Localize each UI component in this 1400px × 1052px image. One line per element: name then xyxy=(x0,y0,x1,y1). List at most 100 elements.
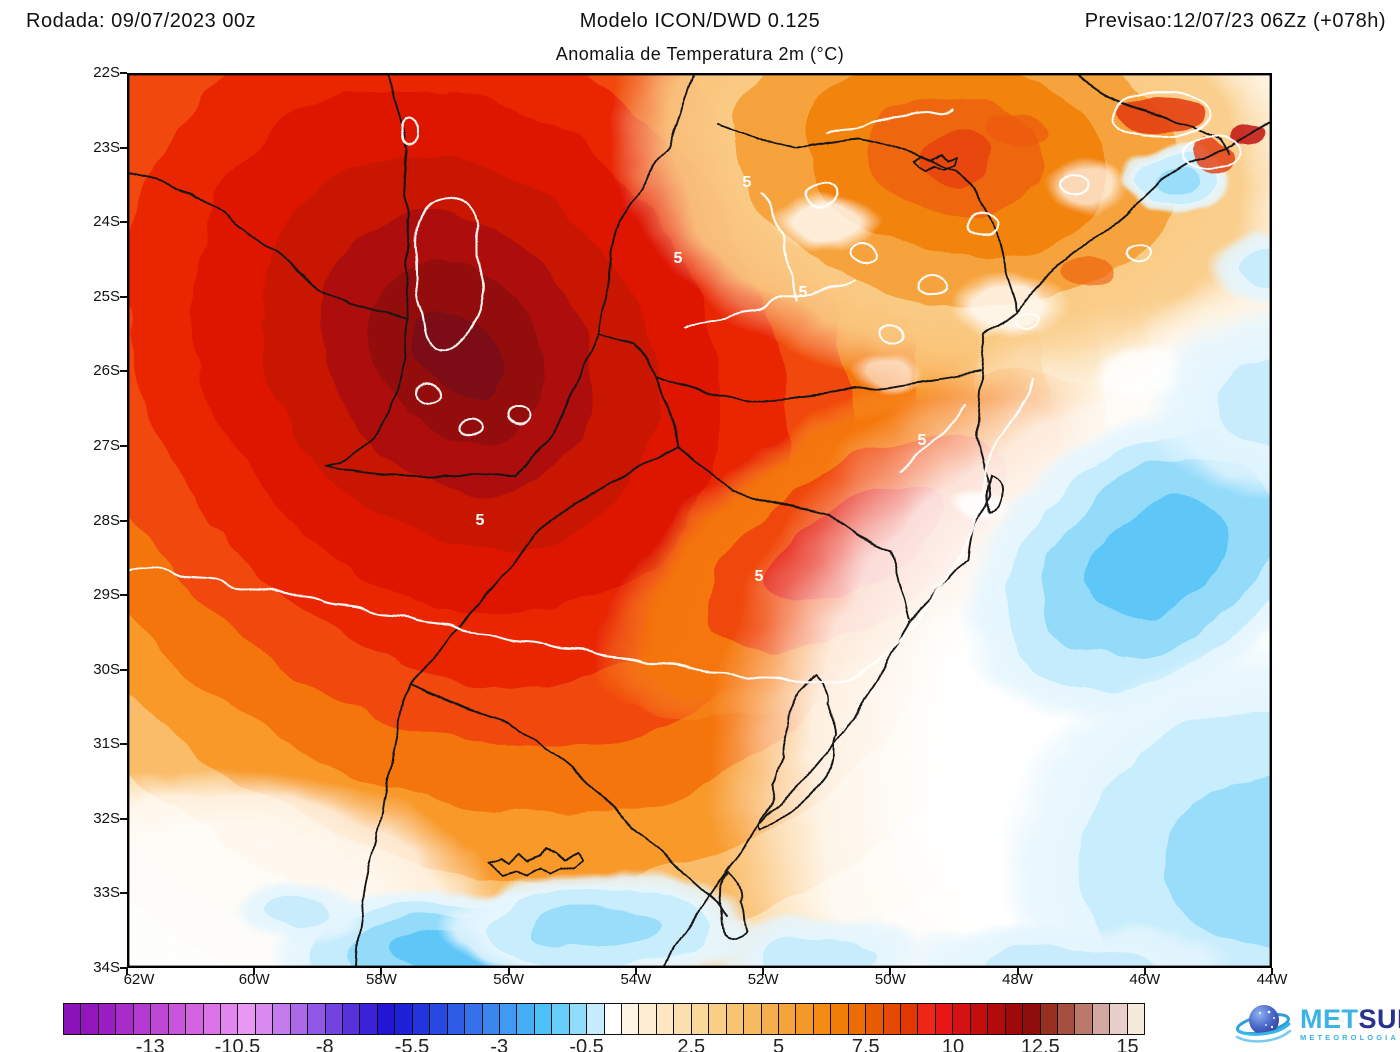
contour-label-5: 5 xyxy=(799,284,808,301)
lat-tick xyxy=(120,295,127,298)
colorbar-cell xyxy=(1023,1004,1041,1034)
lat-tick xyxy=(120,519,127,522)
metsul-logo: METSUL METEOROLOGIA xyxy=(1234,998,1400,1050)
lat-label: 31S xyxy=(93,735,120,753)
lat-label: 33S xyxy=(93,884,120,902)
lat-tick xyxy=(120,370,127,373)
lat-label: 24S xyxy=(93,213,120,231)
lat-tick xyxy=(120,817,127,820)
logo-sul-text: SUL xyxy=(1358,1004,1400,1034)
colorbar-tick-label: 2.5 xyxy=(677,1036,706,1052)
run-timestamp: Rodada: 09/07/2023 00z xyxy=(26,10,257,32)
lon-label: 56W xyxy=(493,971,525,988)
lon-label: 62W xyxy=(123,971,155,988)
lat-label: 25S xyxy=(93,287,120,305)
colorbar-cell xyxy=(1005,1004,1024,1034)
lat-label: 30S xyxy=(93,660,120,678)
lat-tick xyxy=(120,444,127,447)
colorbar-cell xyxy=(186,1004,204,1034)
colorbar-cell xyxy=(64,1004,82,1034)
logo-subtitle: METEOROLOGIA xyxy=(1300,1033,1399,1042)
contour-label-5: 5 xyxy=(755,568,764,585)
colorbar-cell xyxy=(1075,1004,1093,1034)
contour-label-5: 5 xyxy=(918,432,927,449)
lon-label: 50W xyxy=(874,971,906,988)
metsul-planet-icon xyxy=(1235,1005,1292,1043)
colorbar-cell xyxy=(622,1004,640,1034)
colorbar-cell xyxy=(308,1004,326,1034)
contour-value-labels: 5 5 5 5 5 5 xyxy=(476,174,927,585)
colorbar-cell xyxy=(534,1004,553,1034)
contour-label-5: 5 xyxy=(476,512,485,529)
colorbar-cell xyxy=(325,1004,343,1034)
sp-reservoir xyxy=(914,153,959,172)
colorbar-tick-label: 10 xyxy=(941,1036,965,1052)
lat-tick xyxy=(120,967,127,969)
lon-label: 54W xyxy=(620,971,652,988)
lat-label: 28S xyxy=(93,511,120,529)
colorbar-tick-label: -0.5 xyxy=(569,1036,604,1052)
lat-tick xyxy=(120,892,127,895)
colorbar-cell xyxy=(290,1004,309,1034)
border-sp-rj xyxy=(1076,73,1228,156)
colorbar-cell xyxy=(831,1004,849,1034)
colorbar-cell xyxy=(901,1004,919,1034)
colorbar-cell xyxy=(430,1004,448,1034)
lon-tick xyxy=(634,968,637,975)
coastline xyxy=(663,118,1272,968)
colorbar-cell xyxy=(709,1004,727,1034)
colorbar-tick-label: -13 xyxy=(135,1036,165,1052)
colorbar-cell xyxy=(465,1004,483,1034)
colorbar-cell xyxy=(918,1004,936,1034)
lat-tick xyxy=(120,594,127,597)
lat-tick xyxy=(120,668,127,671)
colorbar-tick-label: 5 xyxy=(772,1036,785,1052)
lat-label: 29S xyxy=(93,586,120,604)
border-brazil-uruguay xyxy=(407,684,728,917)
lat-tick xyxy=(120,221,127,224)
lat-label: 34S xyxy=(93,959,120,976)
colorbar-cell xyxy=(1057,1004,1076,1034)
colorbar-cell xyxy=(447,1004,466,1034)
colorbar-cell xyxy=(360,1004,378,1034)
map-title: Anomalia de Temperatura 2m (°C) xyxy=(555,44,845,64)
contour-label-5: 5 xyxy=(743,174,752,191)
colorbar-cell xyxy=(866,1004,884,1034)
border-paraguay-argentina xyxy=(326,318,599,478)
lon-label: 44W xyxy=(1256,971,1288,988)
lon-label: 48W xyxy=(1002,971,1033,988)
colorbar-cell xyxy=(220,1004,239,1034)
colorbar-cell xyxy=(1092,1004,1111,1034)
map-border-frame xyxy=(127,73,1272,968)
lat-label: 32S xyxy=(93,809,120,827)
colorbar-tick-label: -5.5 xyxy=(394,1036,430,1052)
colorbar-cell xyxy=(81,1004,99,1034)
lon-tick xyxy=(1271,968,1273,975)
colorbar-cell xyxy=(116,1004,134,1034)
colorbar-cell xyxy=(656,1004,675,1034)
colorbar-cell xyxy=(412,1004,431,1034)
map-canvas: 5 5 5 5 5 5 xyxy=(127,73,1272,968)
lon-label: 52W xyxy=(747,971,779,988)
colorbar-cell xyxy=(761,1004,779,1034)
temperature-anomaly-field xyxy=(127,73,1272,968)
forecast-valid-time: Previsao:12/07/23 06Zz (+078h) xyxy=(1084,10,1386,32)
lon-tick xyxy=(1016,968,1019,975)
colorbar-cell xyxy=(1110,1004,1128,1034)
colorbar-cell xyxy=(848,1004,867,1034)
lat-label: 26S xyxy=(93,362,120,380)
colorbar-cell xyxy=(133,1004,152,1034)
lat-label: 23S xyxy=(93,138,120,156)
border-uruguay-river xyxy=(355,333,681,968)
colorbar-cell xyxy=(587,1004,605,1034)
lat-tick xyxy=(120,146,127,149)
lon-tick xyxy=(1143,968,1146,975)
lat-label: 22S xyxy=(93,64,120,81)
colorbar-cell xyxy=(343,1004,361,1034)
border-pr-sc xyxy=(655,370,980,402)
lagoa-dos-patos xyxy=(757,673,836,831)
colorbar-cell xyxy=(970,1004,989,1034)
colorbar-cell xyxy=(499,1004,518,1034)
lat-tick xyxy=(120,743,127,746)
